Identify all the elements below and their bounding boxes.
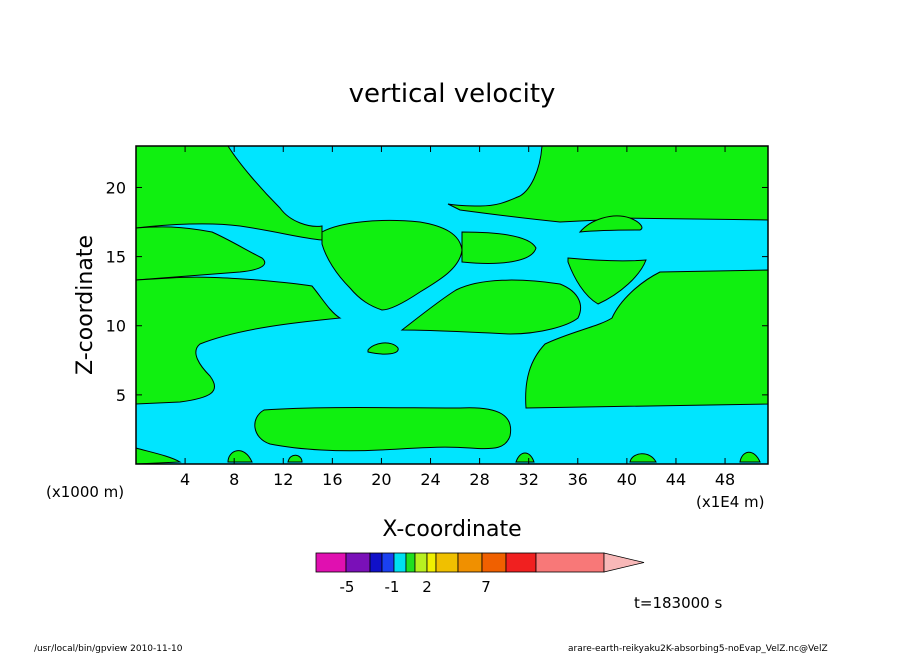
x-axis: 4 8 12 16 20 24 28 32 36 40 44 48 bbox=[180, 146, 735, 489]
region-upper-ring bbox=[578, 215, 643, 233]
chart-title: vertical velocity bbox=[349, 79, 556, 109]
x-tick-label: 8 bbox=[229, 470, 239, 489]
x-tick-label: 12 bbox=[273, 470, 293, 489]
y-tick-label: 20 bbox=[106, 178, 126, 197]
x-tick-label: 48 bbox=[715, 470, 735, 489]
region-center-bulb bbox=[321, 219, 463, 311]
footer-left: /usr/local/bin/gpview 2010-11-10 bbox=[34, 644, 183, 654]
colorbar-segment bbox=[414, 552, 428, 573]
x-tick-label: 16 bbox=[322, 470, 342, 489]
x-unit-right: (x1E4 m) bbox=[696, 493, 765, 511]
colorbar: -5 -1 2 7 bbox=[315, 552, 645, 596]
colorbar-tick-label: 7 bbox=[481, 578, 491, 596]
x-tick-label: 32 bbox=[519, 470, 539, 489]
footer-right: arare-earth-reikyaku2K-absorbing5-noEvap… bbox=[568, 644, 828, 654]
region-center-mid bbox=[400, 279, 582, 335]
x-tick-label: 28 bbox=[469, 470, 489, 489]
x-tick-label: 4 bbox=[180, 470, 190, 489]
y-tick-label: 10 bbox=[106, 317, 126, 336]
region-right-of-bulb bbox=[461, 231, 537, 264]
region-lower-band bbox=[254, 407, 512, 452]
colorbar-extension bbox=[603, 552, 645, 573]
positive-regions bbox=[135, 145, 769, 465]
region-bottom-blob3 bbox=[515, 452, 535, 463]
region-top-band bbox=[447, 145, 769, 223]
colorbar-tick-label: -1 bbox=[385, 578, 400, 596]
region-ring-lower bbox=[567, 257, 647, 305]
x-axis-label: X-coordinate bbox=[382, 517, 521, 542]
colorbar-segment bbox=[505, 552, 537, 573]
colorbar-segment bbox=[381, 552, 395, 573]
region-bottom-blob4 bbox=[629, 453, 657, 463]
x-unit-left: (x1000 m) bbox=[46, 483, 124, 501]
x-tick-label: 24 bbox=[420, 470, 440, 489]
region-left-lower bbox=[135, 276, 342, 405]
x-tick-label: 20 bbox=[371, 470, 391, 489]
region-bottom-blob2 bbox=[287, 454, 303, 463]
colorbar-segment bbox=[535, 552, 605, 573]
region-bottom-left bbox=[135, 447, 182, 465]
y-axis-label: Z-coordinate bbox=[73, 235, 98, 375]
colorbar-segment bbox=[435, 552, 459, 573]
colorbar-tick-label: 2 bbox=[422, 578, 432, 596]
x-tick-label: 40 bbox=[617, 470, 637, 489]
region-right bbox=[525, 269, 769, 409]
region-small-blob bbox=[367, 342, 399, 355]
y-tick-label: 15 bbox=[106, 248, 126, 267]
region-bottom-blob5 bbox=[739, 451, 761, 463]
colorbar-segment bbox=[393, 552, 407, 573]
colorbar-tick-label: -5 bbox=[340, 578, 355, 596]
colorbar-segment bbox=[369, 552, 383, 573]
x-tick-label: 44 bbox=[666, 470, 686, 489]
y-axis: 5 10 15 20 bbox=[106, 178, 768, 405]
colorbar-segment bbox=[345, 552, 371, 573]
x-tick-label: 36 bbox=[568, 470, 588, 489]
plot-frame bbox=[135, 145, 769, 465]
colorbar-segment bbox=[426, 552, 437, 573]
region-mid-left bbox=[135, 226, 266, 281]
colorbar-segment bbox=[481, 552, 507, 573]
colorbar-segment bbox=[405, 552, 416, 573]
y-tick-label: 5 bbox=[116, 386, 126, 405]
colorbar-segment bbox=[315, 552, 347, 573]
colorbar-segment bbox=[457, 552, 483, 573]
time-label: t=183000 s bbox=[634, 594, 722, 612]
